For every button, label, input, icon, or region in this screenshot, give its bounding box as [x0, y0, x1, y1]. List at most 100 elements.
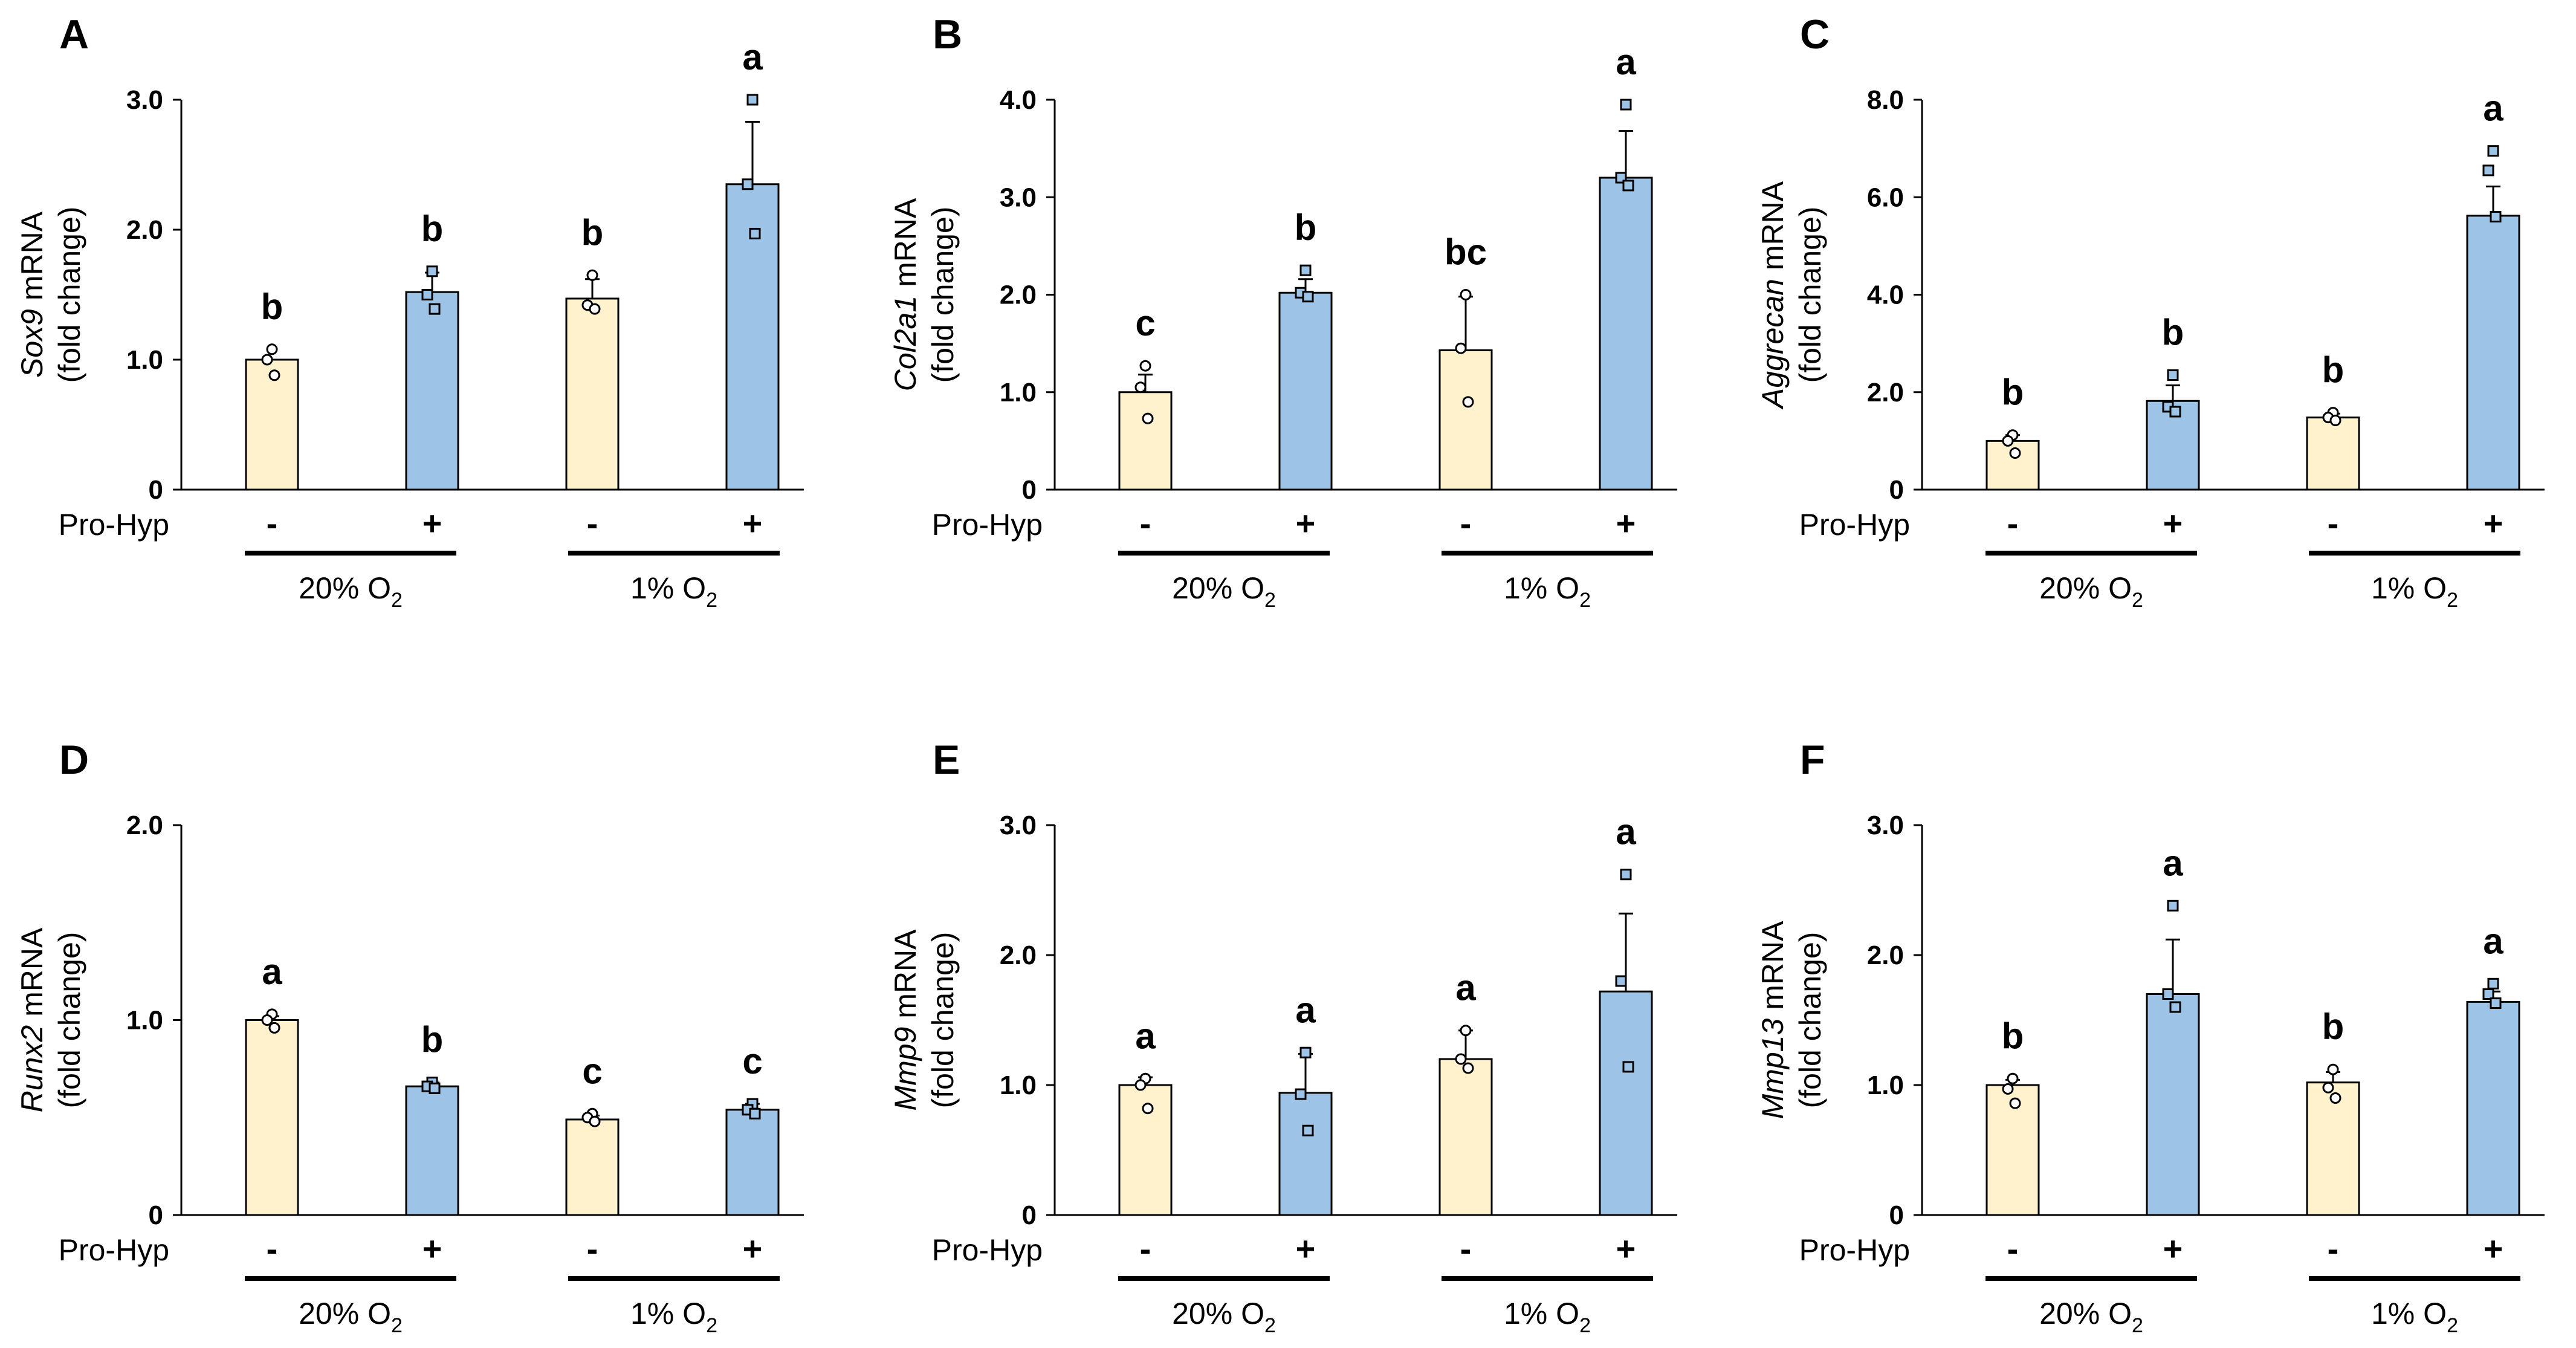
data-point — [1142, 412, 1154, 424]
y-axis-gene-name: Col2a1 — [888, 296, 922, 391]
y-axis-label-line2: (fold change) — [1793, 932, 1827, 1109]
panel-e: E Mmp9 mRNA (fold change) 0 1.0 2.0 3.0 a a a a Pro… — [888, 737, 1677, 1337]
data-point — [749, 227, 761, 239]
bar — [405, 1085, 459, 1216]
y-axis-label: Col2a1 mRNA — [888, 198, 922, 391]
pro-hyp-sign: - — [587, 1230, 598, 1268]
group-label: 20% O2 — [299, 571, 403, 612]
bar — [725, 1109, 780, 1216]
y-tick-label: 3.0 — [126, 85, 163, 115]
y-tick-label: 2.0 — [126, 215, 163, 245]
group-label-text: 1% O — [2371, 571, 2447, 605]
bar — [565, 1118, 620, 1216]
y-tick-label: 1.0 — [1000, 378, 1037, 407]
data-point — [2329, 415, 2341, 427]
pro-hyp-sign: + — [743, 504, 763, 542]
data-point — [2169, 406, 2181, 418]
y-tick-label: 6.0 — [1867, 183, 1904, 212]
group-label-subscript: 2 — [1264, 589, 1276, 612]
pro-hyp-sign: + — [422, 504, 442, 542]
group-label: 1% O2 — [1504, 571, 1591, 612]
significance-letter: b — [2322, 1006, 2345, 1047]
panel-a: A Sox9 mRNA (fold change) 0 1.0 2.0 3.0 b b b a Pro… — [15, 11, 804, 612]
group-label: 20% O2 — [1172, 571, 1276, 612]
y-tick-label: 3.0 — [1000, 811, 1037, 840]
significance-letter: a — [1295, 990, 1316, 1030]
data-point — [1299, 1046, 1312, 1058]
bar — [245, 358, 299, 491]
data-point — [261, 1014, 273, 1026]
data-point — [1622, 1061, 1634, 1073]
significance-letter: a — [1616, 42, 1636, 82]
group-label-text: 20% O — [2039, 1297, 2132, 1330]
data-point — [1462, 1062, 1474, 1074]
significance-letter: a — [2483, 88, 2503, 129]
pro-hyp-sign: - — [2007, 1230, 2019, 1268]
pro-hyp-sign: + — [2484, 504, 2503, 542]
y-axis-label: Runx2 mRNA — [15, 927, 49, 1112]
data-point — [1620, 99, 1632, 111]
y-tick-label: 2.0 — [126, 811, 163, 840]
group-label-subscript: 2 — [2132, 1314, 2143, 1337]
significance-letter: b — [421, 209, 444, 249]
bar — [1278, 291, 1333, 491]
data-point — [1142, 1103, 1154, 1115]
pro-hyp-sign: + — [743, 1230, 763, 1268]
significance-letter: b — [261, 287, 283, 327]
bar — [2466, 1000, 2520, 1216]
bar — [2306, 416, 2360, 491]
y-tick-label: 2.0 — [1867, 941, 1904, 970]
data-point — [1620, 869, 1632, 881]
data-point — [2167, 899, 2179, 912]
group-label-subscript: 2 — [391, 589, 403, 612]
panel-d: D Runx2 mRNA (fold change) 0 1.0 2.0 a b c c Pro-H… — [15, 737, 804, 1337]
significance-letter: b — [421, 1020, 444, 1060]
pro-hyp-sign: + — [2163, 504, 2183, 542]
bar — [1118, 391, 1173, 491]
group-label: 20% O2 — [2039, 571, 2143, 612]
pro-hyp-sign: - — [2328, 504, 2339, 542]
data-point — [2490, 997, 2502, 1009]
data-point — [1622, 180, 1634, 192]
group-label-text: 20% O — [1172, 571, 1264, 605]
group-label: 20% O2 — [299, 1297, 403, 1337]
data-point — [2009, 447, 2021, 459]
pro-hyp-sign: + — [1616, 1230, 1636, 1268]
panel-letter: E — [933, 737, 960, 783]
significance-letter: b — [2002, 372, 2024, 413]
y-tick-label: 1.0 — [1867, 1071, 1904, 1100]
bar — [1438, 349, 1493, 491]
y-tick-label: 0 — [1022, 475, 1037, 505]
data-point — [2169, 1001, 2181, 1013]
data-point — [1460, 1025, 1472, 1037]
y-tick-label: 1.0 — [126, 345, 163, 375]
data-point — [589, 1115, 601, 1127]
group-label-subscript: 2 — [706, 589, 717, 612]
pro-hyp-sign: - — [1460, 504, 1472, 542]
group-label-subscript: 2 — [1579, 589, 1591, 612]
data-point — [746, 94, 759, 106]
data-point — [421, 289, 433, 300]
data-point — [1615, 975, 1627, 987]
group-label-text: 20% O — [1172, 1297, 1264, 1330]
data-point — [586, 269, 598, 281]
group-label-subscript: 2 — [2447, 1314, 2458, 1337]
y-tick-label: 0 — [149, 475, 163, 505]
data-point — [261, 354, 273, 366]
pro-hyp-label: Pro-Hyp — [59, 508, 169, 542]
pro-hyp-label: Pro-Hyp — [932, 508, 1043, 542]
bar — [2466, 215, 2520, 491]
data-point — [1460, 289, 1472, 300]
y-axis-unit: mRNA — [888, 929, 922, 1027]
data-point — [1302, 291, 1314, 303]
y-tick-label: 0 — [1889, 1201, 1904, 1230]
data-point — [742, 178, 754, 190]
group-label-text: 1% O — [1504, 571, 1579, 605]
data-point — [2002, 1083, 2014, 1095]
group-label-subscript: 2 — [2447, 589, 2458, 612]
significance-letter: a — [2483, 921, 2503, 961]
panel-c: C Aggrecan mRNA (fold change) 0 2.0 4.0 6.0 8.0… — [1756, 11, 2545, 612]
y-axis-label: Mmp13 mRNA — [1756, 921, 1790, 1119]
significance-letter: c — [1135, 303, 1155, 343]
group-label: 1% O2 — [630, 571, 717, 612]
